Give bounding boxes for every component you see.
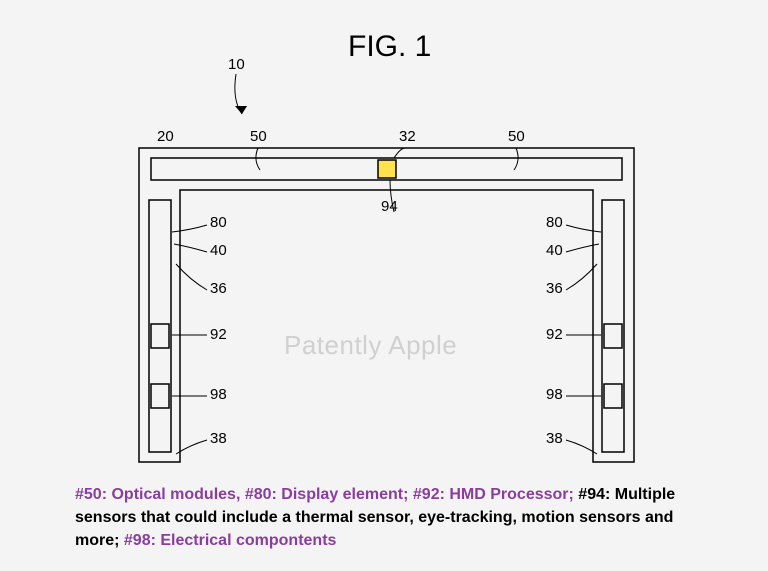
ref-10: 10 (228, 56, 245, 73)
ref-98-right: 98 (546, 386, 563, 403)
ref-50-left: 50 (250, 128, 267, 145)
ref-98-left: 98 (210, 386, 227, 403)
caption-seg2a: #94: (574, 486, 610, 503)
caption-text: #50: Optical modules, #80: Display eleme… (75, 483, 693, 553)
figure-title: FIG. 1 (348, 30, 431, 64)
figure-canvas: FIG. 1 10 20 50 32 50 94 80 40 36 92 98 … (0, 0, 768, 571)
ref-92-left: 92 (210, 326, 227, 343)
ref-80-right: 80 (546, 214, 563, 231)
ref-20: 20 (157, 128, 174, 145)
ref-92-right: 92 (546, 326, 563, 343)
caption-seg1: #50: Optical modules, #80: Display eleme… (75, 486, 574, 503)
ref-40-left: 40 (210, 242, 227, 259)
ref-80-left: 80 (210, 214, 227, 231)
ref-40-right: 40 (546, 242, 563, 259)
ref-94: 94 (381, 198, 398, 215)
ref-36-left: 36 (210, 280, 227, 297)
ref-38-left: 38 (210, 430, 227, 447)
ref-50-right: 50 (508, 128, 525, 145)
watermark: Patently Apple (284, 330, 457, 361)
ref-36-right: 36 (546, 280, 563, 297)
ref-32: 32 (399, 128, 416, 145)
caption-seg3: #98: Electrical compontents (119, 532, 336, 549)
ref-38-right: 38 (546, 430, 563, 447)
